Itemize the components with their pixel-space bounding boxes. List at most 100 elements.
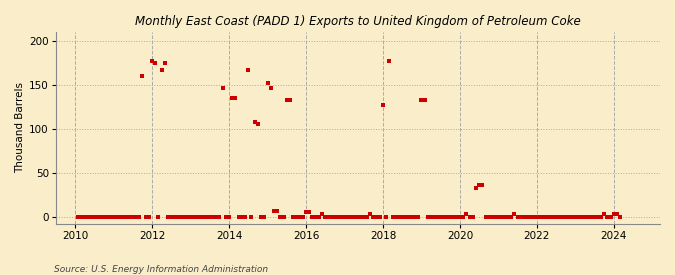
Point [531, 214, 542, 219]
Point [333, 214, 344, 219]
Point [95, 214, 106, 219]
Point [313, 214, 324, 219]
Point [169, 214, 180, 219]
Text: Source: U.S. Energy Information Administration: Source: U.S. Energy Information Administ… [54, 265, 268, 274]
Point [429, 214, 439, 219]
Point [593, 214, 603, 219]
Point [452, 214, 462, 219]
Point [394, 214, 404, 219]
Point [599, 212, 610, 216]
Point [551, 214, 562, 219]
Point [441, 214, 452, 219]
Point [554, 214, 565, 219]
Point [358, 214, 369, 219]
Point [140, 214, 151, 219]
Point [615, 214, 626, 219]
Point [349, 214, 360, 219]
Point [336, 214, 347, 219]
Point [294, 214, 305, 219]
Point [150, 60, 161, 65]
Point [464, 214, 475, 219]
Point [236, 214, 247, 219]
Point [364, 212, 375, 216]
Point [439, 214, 450, 219]
Point [259, 214, 270, 219]
Point [243, 68, 254, 72]
Point [99, 214, 109, 219]
Point [480, 214, 491, 219]
Point [583, 214, 593, 219]
Point [275, 214, 286, 219]
Point [227, 96, 238, 100]
Point [230, 96, 241, 100]
Point [541, 214, 552, 219]
Point [570, 214, 580, 219]
Point [461, 212, 472, 216]
Point [544, 214, 555, 219]
Point [73, 214, 84, 219]
Point [483, 214, 494, 219]
Point [320, 214, 331, 219]
Point [137, 74, 148, 78]
Point [503, 214, 514, 219]
Point [208, 214, 219, 219]
Point [124, 214, 135, 219]
Point [564, 214, 574, 219]
Point [518, 214, 529, 219]
Point [265, 86, 276, 90]
Point [111, 214, 122, 219]
Point [118, 214, 129, 219]
Point [362, 214, 373, 219]
Point [272, 208, 283, 213]
Point [252, 122, 263, 127]
Point [211, 214, 221, 219]
Point [76, 214, 87, 219]
Point [86, 214, 97, 219]
Point [512, 214, 523, 219]
Point [108, 214, 119, 219]
Point [192, 214, 202, 219]
Point [217, 86, 228, 90]
Point [535, 214, 545, 219]
Point [608, 212, 619, 216]
Y-axis label: Thousand Barrels: Thousand Barrels [15, 82, 25, 173]
Point [371, 214, 382, 219]
Title: Monthly East Coast (PADD 1) Exports to United Kingdom of Petroleum Coke: Monthly East Coast (PADD 1) Exports to U… [135, 15, 580, 28]
Point [403, 214, 414, 219]
Point [496, 214, 507, 219]
Point [426, 214, 437, 219]
Point [105, 214, 116, 219]
Point [317, 212, 327, 216]
Point [102, 214, 113, 219]
Point [560, 214, 571, 219]
Point [291, 214, 302, 219]
Point [397, 214, 408, 219]
Point [262, 81, 273, 85]
Point [605, 214, 616, 219]
Point [567, 214, 578, 219]
Point [159, 60, 170, 65]
Point [547, 214, 558, 219]
Point [131, 214, 142, 219]
Point [346, 214, 356, 219]
Point [506, 214, 516, 219]
Point [146, 59, 157, 63]
Point [387, 214, 398, 219]
Point [339, 214, 350, 219]
Point [80, 214, 90, 219]
Point [201, 214, 212, 219]
Point [223, 214, 234, 219]
Point [470, 186, 481, 190]
Point [529, 214, 539, 219]
Point [134, 214, 144, 219]
Point [89, 214, 100, 219]
Point [375, 214, 385, 219]
Point [458, 214, 468, 219]
Point [419, 98, 430, 102]
Point [166, 214, 177, 219]
Point [323, 214, 334, 219]
Point [516, 214, 526, 219]
Point [285, 98, 296, 102]
Point [300, 210, 311, 214]
Point [589, 214, 600, 219]
